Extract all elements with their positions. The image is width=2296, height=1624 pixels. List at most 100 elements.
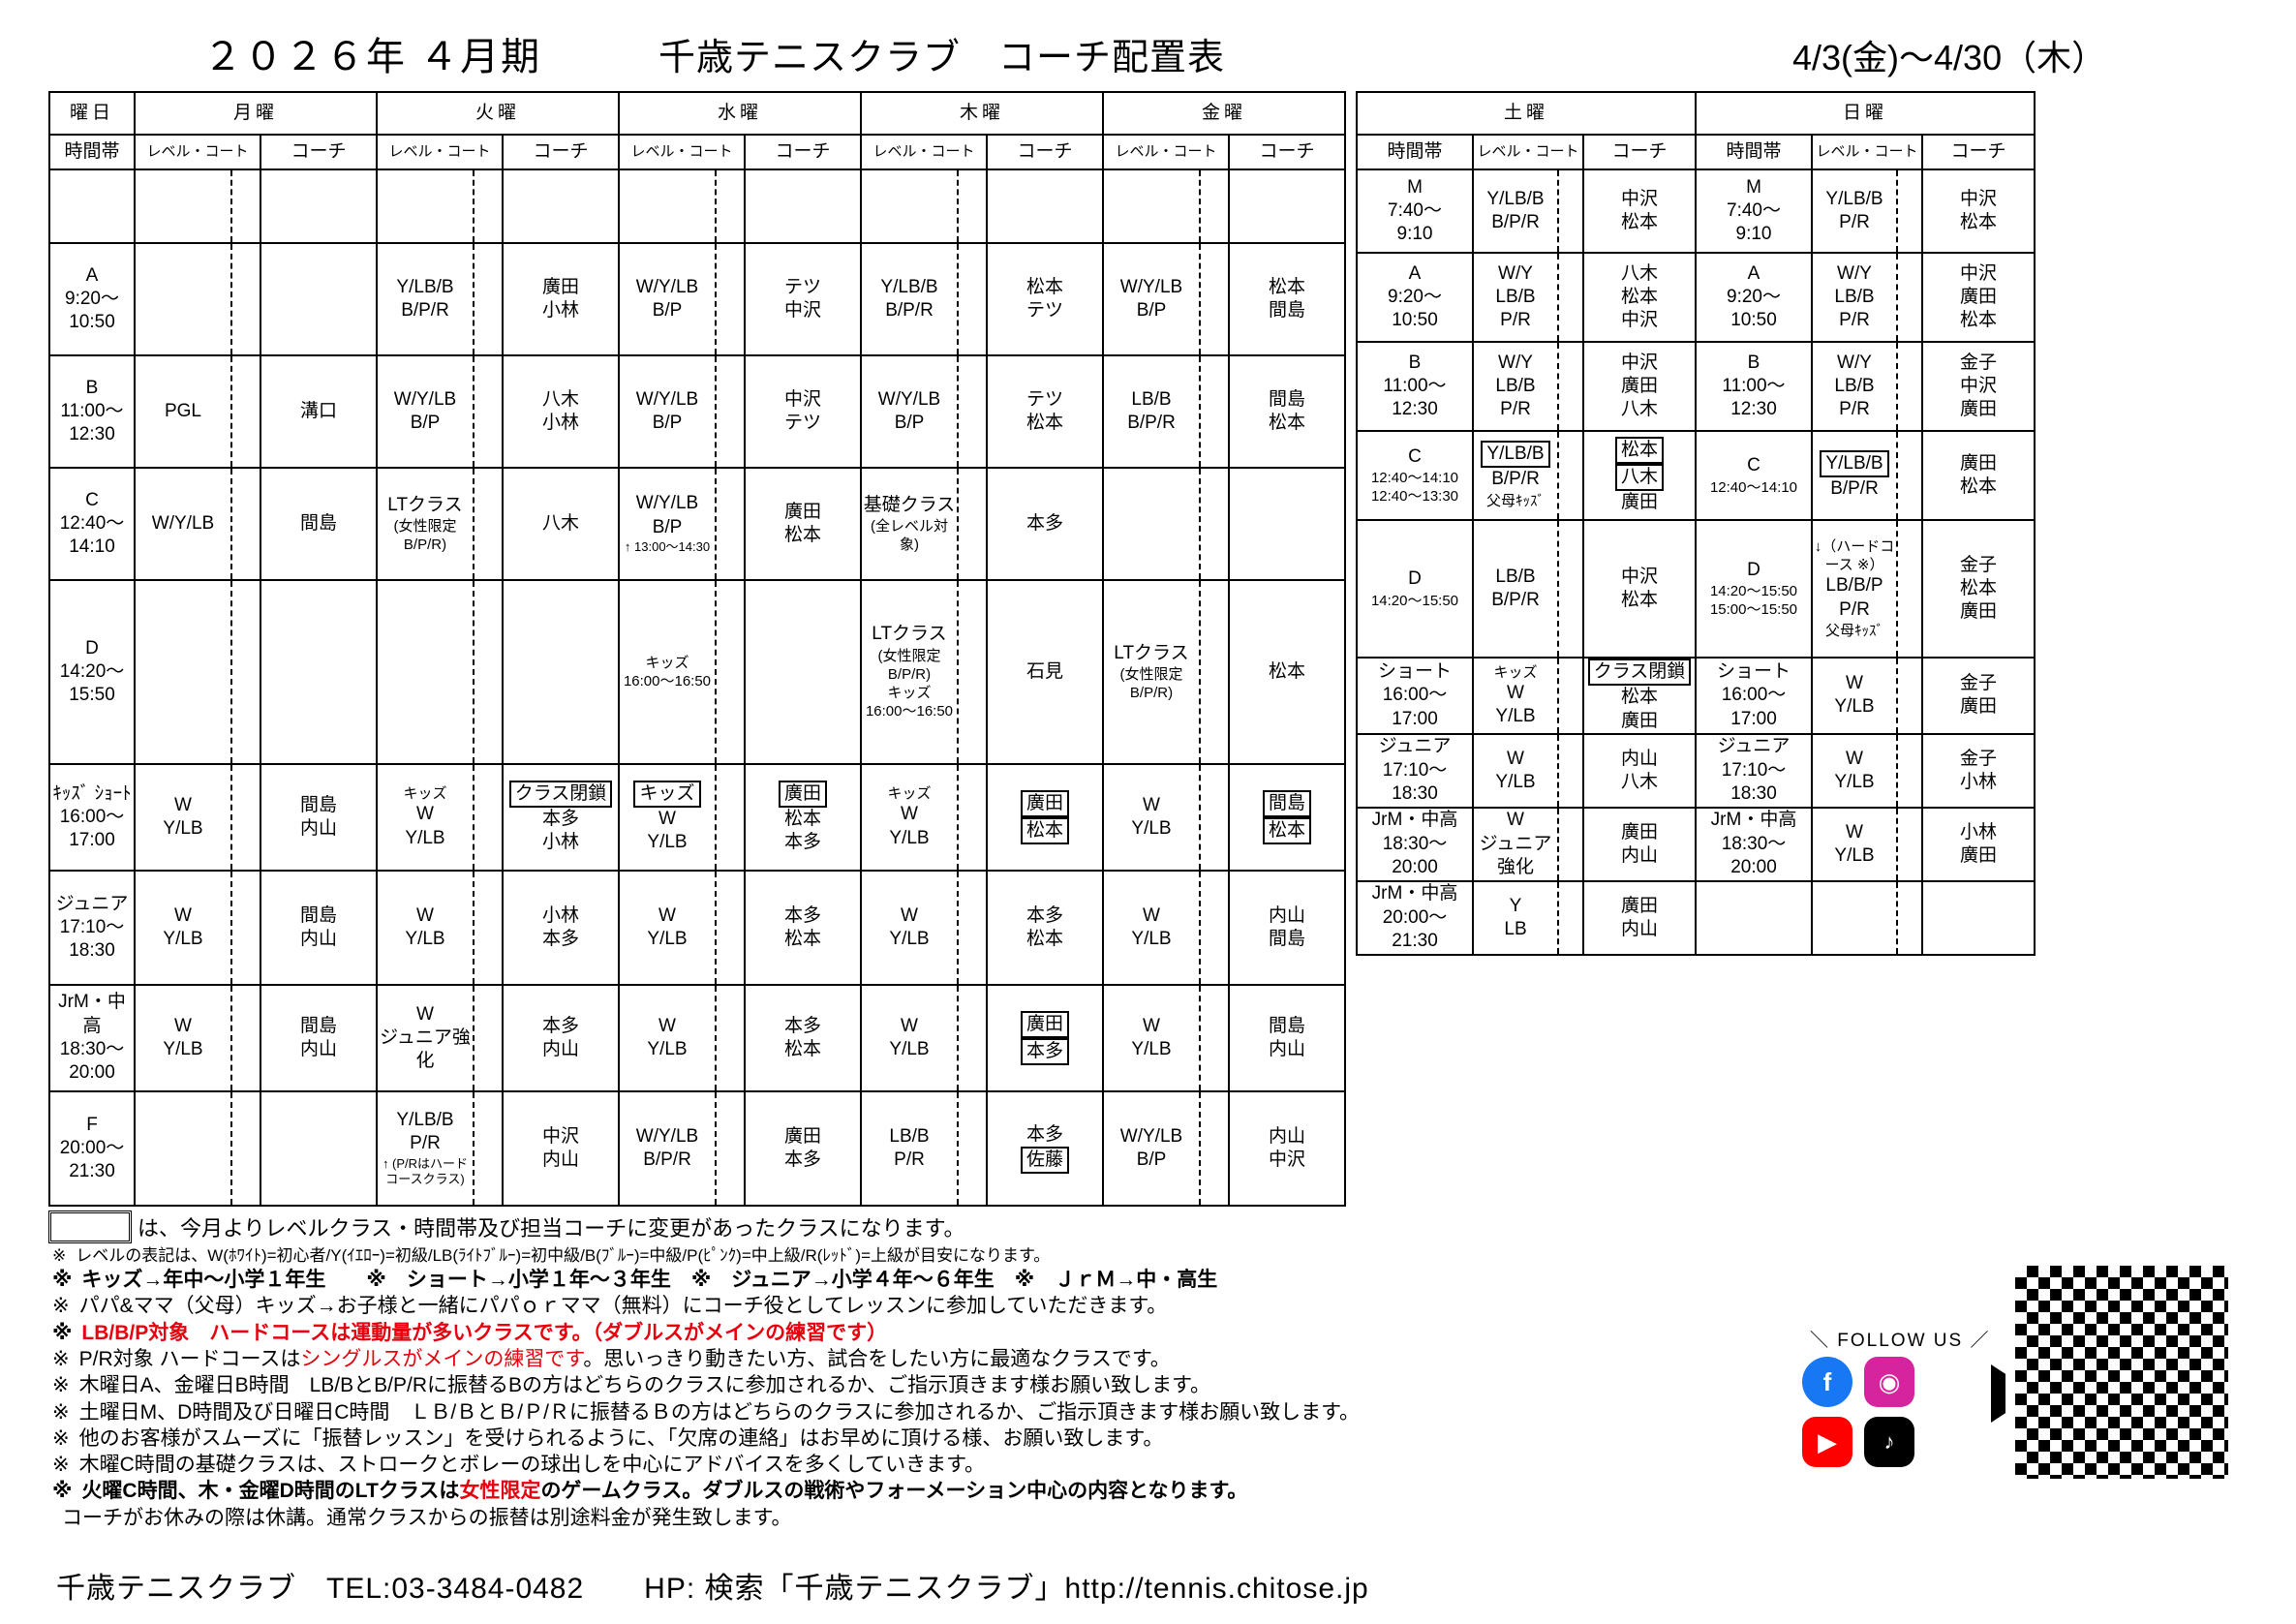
timeslot-cell: JrM・中高 20:00～ 21:30	[1356, 879, 1474, 956]
coach-cell: 本多	[986, 467, 1104, 581]
level-court-cell: PGL	[134, 354, 232, 469]
timeslot-cell: D 14:20～15:50 15:00～15:50	[1695, 519, 1813, 659]
cell-gap	[473, 169, 504, 244]
level-court-cell: LTクラス (女性限定 B/P/R)	[376, 467, 475, 581]
timeslot-cell: C 12:40～14:10 12:40～13:30	[1356, 430, 1474, 521]
timeslot-cell: JrM・中高 18:30～ 20:00	[1695, 806, 1813, 882]
level-court-cell: LB/B P/R	[860, 1090, 959, 1207]
note-marker: ※	[52, 1269, 73, 1292]
cell-gap	[230, 1090, 261, 1207]
timeslot-cell: JrM・中高 18:30～ 20:00	[48, 984, 136, 1092]
coach-cell	[1228, 467, 1346, 581]
coach-cell: 間島 内山	[260, 763, 378, 872]
note-marker: ※	[52, 1400, 70, 1424]
coach-cell: テツ 中沢	[744, 242, 862, 356]
level-court-cell: Y/LB/B B/P/R	[376, 242, 475, 356]
table-row: B 11:00～ 12:30 W/Y LB/B P/R 中沢 廣田 八木 B 11:00～ 12:30…	[1356, 341, 2036, 432]
col-header-coach-sun: コーチ	[1921, 134, 2036, 170]
tiktok-icon[interactable]: ♪	[1864, 1417, 1914, 1467]
timeslot-cell: ジュニア 17:10～ 18:30	[1695, 732, 1813, 809]
coach-cell: 松本 テツ	[986, 242, 1104, 356]
cell-gap	[1896, 519, 1923, 659]
timeslot-cell: B 11:00～ 12:30	[1356, 341, 1474, 432]
col-header-coach-fri: コーチ	[1228, 134, 1346, 170]
cell-gap	[1896, 879, 1923, 956]
cell-gap	[473, 242, 504, 356]
level-court-cell	[860, 169, 959, 244]
table-row: ジュニア 17:10～ 18:30 W Y/LB 間島 内山 W Y/LB 小林 本多 W Y/LB 本多…	[48, 870, 1346, 986]
coach-cell: 中沢 松本	[1582, 519, 1697, 659]
level-court-cell: W/Y/LB B/P ↑ 13:00～14:30	[618, 467, 717, 581]
coach-cell: 金子 松本 廣田	[1921, 519, 2036, 659]
col-header-coach-thu: コーチ	[986, 134, 1104, 170]
social-icons: f ◉ ▶ ♪	[1802, 1357, 1996, 1477]
note-item: ※ パパ&ママ（父母）キッズ→お子様と一緒にパパｏｒママ（無料）にコーチ役としてレ…	[52, 1293, 2248, 1319]
page-header: ２０２６年 ４月期 千歳テニスクラブ コーチ配置表 4/3(金)～4/30（木）	[0, 0, 2296, 91]
table-row: F 20:00～ 21:30 Y/LB/B P/R ↑ (P/Rはハードコースクラス) 中沢…	[48, 1090, 1346, 1207]
note-text: 他のお客様がスムーズに「振替レッスン」を受けられるように、「欠席の連絡」はお早め…	[78, 1426, 1164, 1450]
note-text: LB/B/P対象 ハードコースは運動量が多いクラスです。（ダブルスがメインの練習…	[81, 1321, 888, 1344]
coach-cell	[260, 579, 378, 765]
timeslot-cell: A 9:20～ 10:50	[1695, 252, 1813, 343]
coach-cell: 八木	[502, 467, 620, 581]
level-court-cell: Y/LB/B B/P/R	[1811, 430, 1898, 521]
cell-gap	[957, 354, 988, 469]
cell-gap	[473, 354, 504, 469]
coach-cell: 間島 内山	[260, 984, 378, 1092]
day-header-sunday: 日曜	[1695, 91, 2036, 136]
timeslot-cell: B 11:00～ 12:30	[48, 354, 136, 469]
col-header-dayofweek: 曜日	[48, 91, 136, 136]
col-header-level-mon: レベル・コート	[134, 134, 261, 170]
day-header-monday: 月曜	[134, 91, 378, 136]
note-item: ※ P/R対象 ハードコースはシングルスがメインの練習です。思いっきり動きたい方、…	[52, 1346, 2248, 1372]
coach-cell: 廣田 松本	[1921, 430, 2036, 521]
coach-cell: 廣田 松本	[744, 467, 862, 581]
cell-gap	[1557, 252, 1584, 343]
cell-gap	[715, 169, 746, 244]
note-text: コーチがお休みの際は休講。通常クラスからの振替は別途料金が発生致します。	[62, 1506, 792, 1529]
level-court-cell: W Y/LB	[1102, 984, 1201, 1092]
cell-gap	[1199, 870, 1230, 986]
coach-cell: 溝口	[260, 354, 378, 469]
cell-gap	[1199, 984, 1230, 1092]
cell-gap	[715, 1090, 746, 1207]
cell-gap	[1557, 657, 1584, 735]
coach-cell: 中沢 内山	[502, 1090, 620, 1207]
cell-gap	[957, 763, 988, 872]
period-label: ２０２６年 ４月期	[203, 36, 542, 78]
cell-gap	[1557, 430, 1584, 521]
cell-gap	[715, 242, 746, 356]
youtube-icon[interactable]: ▶	[1802, 1417, 1852, 1467]
coach-cell: 松本	[1228, 579, 1346, 765]
timeslot-cell: B 11:00～ 12:30	[1695, 341, 1813, 432]
cell-gap	[473, 763, 504, 872]
col-header-level-sat: レベル・コート	[1472, 134, 1584, 170]
coach-cell: クラス閉鎖 本多 小林	[502, 763, 620, 872]
table-row: ｷｯｽﾞ ｼｮｰﾄ 16:00～ 17:00 W Y/LB 間島 内山 キッズ W Y/LB クラス…	[48, 763, 1346, 872]
cell-gap	[1896, 430, 1923, 521]
coach-cell	[1921, 879, 2036, 956]
note-text: P/R対象 ハードコースはシングルスがメインの練習です。思いっきり動きたい方、試…	[78, 1347, 1171, 1370]
level-court-cell: ↓（ハードコース ※） LB/B/P P/R 父母ｷｯｽﾞ	[1811, 519, 1898, 659]
page-title: 千歳テニスクラブ コーチ配置表	[658, 38, 1226, 78]
legend-note: は、今月よりレベルクラス・時間帯及び担当コーチに変更があったクラスになります。	[138, 1216, 965, 1241]
level-court-cell: W/Y LB/B P/R	[1811, 341, 1898, 432]
table-row: A 9:20～ 10:50 Y/LB/B B/P/R 廣田 小林 W/Y/LB B/P テツ 中沢 Y…	[48, 242, 1346, 356]
table-row: ジュニア 17:10～ 18:30 W Y/LB 内山 八木 ジュニア 17:10～ 18:30 W…	[1356, 732, 2036, 809]
col-header-timeslot-sat: 時間帯	[1356, 134, 1474, 170]
note-text: 木曜C時間の基礎クラスは、ストロークとボレーの球出しを中心にアドバイスを多くして…	[78, 1454, 985, 1477]
table-row: JrM・中高 18:30～ 20:00 W ジュニア強化 廣田 内山 JrM・中高 18:30～…	[1356, 806, 2036, 882]
coach-cell: 中沢 松本	[1921, 169, 2036, 254]
cell-gap	[1557, 806, 1584, 882]
weekday-table-body: A 9:20～ 10:50 Y/LB/B B/P/R 廣田 小林 W/Y/LB B/P テツ 中沢 Y…	[48, 169, 1346, 1207]
facebook-icon[interactable]: f	[1802, 1357, 1852, 1407]
qr-code[interactable]	[2005, 1256, 2238, 1488]
level-court-cell	[1811, 879, 1898, 956]
level-court-cell: W/Y/LB B/P	[1102, 242, 1201, 356]
instagram-icon[interactable]: ◉	[1864, 1357, 1914, 1407]
level-court-cell: W Y/LB	[860, 984, 959, 1092]
level-court-cell: W Y/LB	[1811, 657, 1898, 735]
level-court-cell: W Y/LB	[1102, 870, 1201, 986]
